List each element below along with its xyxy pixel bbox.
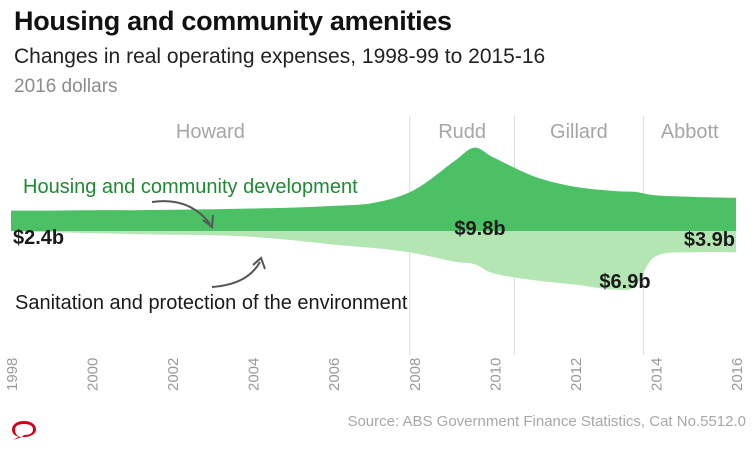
x-tick-label: 2000 (85, 358, 102, 391)
x-tick-label: 2012 (568, 358, 585, 391)
value-label: $3.9b (684, 229, 735, 251)
arrowhead (202, 214, 214, 229)
chart-title: Housing and community amenities (14, 6, 452, 36)
area-housing (11, 147, 736, 231)
annotation-sanitation: Sanitation and protection of the environ… (15, 292, 408, 314)
source-note: Source: ABS Government Finance Statistic… (347, 413, 746, 430)
area-sanitation (11, 231, 736, 291)
x-tick-label: 2010 (487, 358, 504, 391)
value-label: $2.4b (13, 227, 64, 249)
era-label-howard: Howard (176, 121, 245, 143)
arrowhead (252, 256, 266, 270)
annotation-arrow-housing (151, 200, 211, 225)
x-axis-ticks: 1998 2000 2002 2004 2006 2008 2010 2012 2014 2016 (4, 358, 746, 391)
x-tick-label: 2004 (246, 358, 263, 391)
logo-bubble (12, 421, 36, 440)
era-label-gillard: Gillard (550, 121, 608, 143)
x-tick-label: 2002 (165, 358, 182, 391)
era-labels: Howard Rudd Gillard Abbott (176, 121, 719, 143)
value-label: $6.9b (599, 271, 650, 293)
x-tick-label: 2008 (407, 358, 424, 391)
annotation-housing: Housing and community development (23, 176, 358, 198)
annotations: Housing and community development Sanitat… (15, 176, 408, 314)
x-tick-label: 2006 (326, 358, 343, 391)
x-tick-label: 2016 (729, 358, 746, 391)
value-label: $9.8b (454, 218, 505, 240)
value-labels: $2.4b $9.8b $6.9b $3.9b (13, 218, 735, 293)
x-tick-label: 1998 (4, 358, 21, 391)
annotation-arrow-sanitation (211, 261, 261, 288)
units-label: 2016 dollars (14, 76, 118, 97)
x-tick-label: 2014 (648, 358, 665, 391)
conversation-logo (12, 421, 36, 440)
era-label-abbott: Abbott (661, 121, 719, 143)
era-label-rudd: Rudd (438, 121, 486, 143)
chart-subtitle: Changes in real operating expenses, 1998… (14, 45, 546, 68)
